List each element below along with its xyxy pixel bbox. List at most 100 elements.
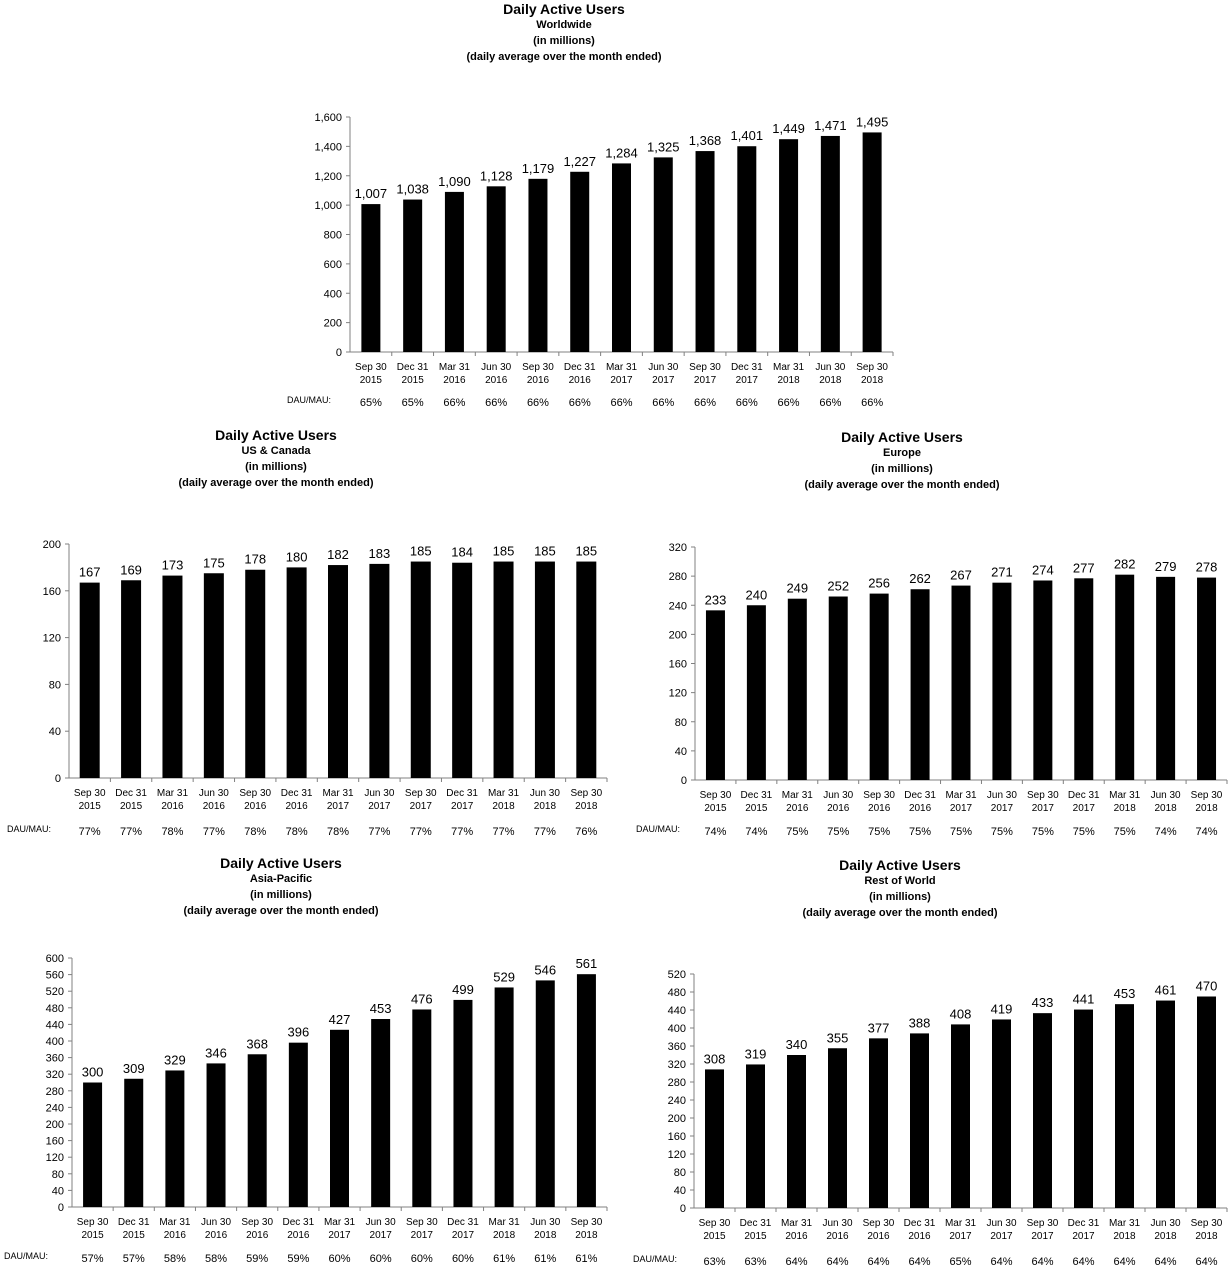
y-tick-label: 40 [675, 746, 687, 758]
x-tick-label-year: 2015 [402, 375, 425, 386]
dau-mau-ratio: 78% [286, 826, 308, 838]
x-tick-label-year: 2017 [652, 375, 675, 386]
x-tick-label: Sep 30 [74, 788, 106, 799]
x-tick-label: Dec 31 [564, 362, 596, 373]
x-tick-label-year: 2017 [1031, 1231, 1054, 1242]
x-tick-label-year: 2015 [744, 1231, 767, 1242]
dau-mau-ratio: 64% [1072, 1256, 1094, 1268]
y-tick-label: 280 [669, 571, 687, 583]
bar-value-label: 256 [868, 576, 890, 591]
y-tick-label: 160 [46, 1136, 64, 1148]
dau-mau-label: DAU/MAU: [7, 824, 51, 834]
bar-value-label: 308 [704, 1051, 726, 1066]
bar [1156, 576, 1176, 780]
y-tick-label: 160 [43, 586, 61, 598]
bar-value-label: 1,090 [438, 174, 471, 189]
y-tick-label: 320 [668, 1059, 686, 1071]
x-tick-label-year: 2018 [777, 375, 800, 386]
bar-value-label: 185 [575, 544, 597, 559]
bar [1197, 996, 1216, 1208]
bar [705, 610, 725, 780]
x-tick-label-year: 2018 [492, 801, 515, 812]
y-tick-label: 280 [668, 1077, 686, 1089]
bar-value-label: 277 [1073, 560, 1095, 575]
bar-value-label: 529 [493, 969, 515, 984]
x-tick-label: Dec 31 [1068, 1218, 1100, 1229]
x-tick-label-year: 2018 [534, 801, 557, 812]
bar-value-label: 1,038 [396, 182, 429, 197]
bar-value-label: 476 [411, 991, 433, 1006]
x-tick-label-year: 2017 [370, 1230, 393, 1241]
bar [820, 135, 840, 352]
x-tick-label: Dec 31 [447, 1217, 479, 1228]
bar [494, 987, 514, 1207]
x-tick-label: Sep 30 [1191, 1218, 1223, 1229]
bar [288, 1042, 308, 1207]
dau-mau-ratio: 64% [1195, 1256, 1217, 1268]
x-tick-label: Mar 31 [322, 788, 354, 799]
bar [992, 582, 1012, 780]
dau-mau-ratio: 64% [1154, 1256, 1176, 1268]
y-tick-label: 400 [324, 288, 342, 300]
bar-value-label: 185 [534, 544, 556, 559]
x-tick-label-year: 2015 [704, 803, 727, 814]
dau-mau-ratio: 64% [1113, 1256, 1135, 1268]
dau-mau-ratio: 65% [360, 397, 382, 409]
dau-mau-ratio: 64% [867, 1256, 889, 1268]
bar-value-label: 453 [370, 1001, 392, 1016]
bar [361, 204, 381, 352]
bar-value-label: 178 [244, 552, 266, 567]
dau-mau-ratio: 74% [704, 826, 726, 838]
bar [737, 146, 757, 352]
chart-2: Daily Active Users Europe (in millions) (da… [636, 429, 1228, 838]
y-tick-label: 40 [49, 726, 61, 738]
x-tick-label-year: 2017 [328, 1230, 351, 1241]
bar-value-label: 546 [534, 962, 556, 977]
y-tick-label: 600 [46, 953, 64, 965]
dau-mau-ratio: 66% [485, 397, 507, 409]
x-tick-label: Dec 31 [731, 362, 763, 373]
x-tick-label-year: 2018 [1113, 1231, 1136, 1242]
bar [828, 1048, 847, 1208]
x-tick-label-year: 2018 [575, 801, 598, 812]
dau-mau-ratio: 66% [778, 397, 800, 409]
dau-mau-ratio: 74% [745, 826, 767, 838]
x-tick-label: Jun 30 [987, 790, 1017, 801]
bar-value-label: 267 [950, 568, 972, 583]
y-tick-label: 1,400 [314, 141, 342, 153]
dau-mau-ratio: 63% [744, 1256, 766, 1268]
x-tick-label: Jun 30 [1151, 790, 1181, 801]
bar [576, 974, 596, 1207]
y-tick-label: 240 [669, 600, 687, 612]
x-tick-label-year: 2016 [285, 801, 308, 812]
x-tick-label-year: 2016 [826, 1231, 849, 1242]
chart-subtitle-line: US & Canada [241, 445, 311, 457]
x-tick-label: Mar 31 [157, 788, 189, 799]
x-tick-label: Mar 31 [773, 362, 805, 373]
x-tick-label-year: 2016 [785, 1231, 808, 1242]
y-tick-label: 400 [46, 1036, 64, 1048]
dau-mau-ratio: 66% [443, 397, 465, 409]
dau-mau-ratio: 57% [82, 1253, 104, 1265]
bar [869, 1038, 888, 1208]
bar-value-label: 271 [991, 565, 1013, 580]
dau-mau-ratio: 59% [246, 1253, 268, 1265]
bar [705, 1069, 724, 1208]
bar [787, 1055, 806, 1208]
dau-mau-ratio: 57% [123, 1253, 145, 1265]
x-tick-label-year: 2016 [527, 375, 550, 386]
bar [1033, 580, 1053, 780]
bar-value-label: 185 [410, 544, 432, 559]
y-tick-label: 80 [675, 717, 687, 729]
x-tick-label: Sep 30 [863, 1218, 895, 1229]
bar-value-label: 184 [451, 545, 473, 560]
dau-mau-ratio: 58% [164, 1253, 186, 1265]
y-tick-label: 0 [336, 347, 342, 359]
x-tick-label-year: 2017 [990, 1231, 1013, 1242]
x-tick-label-year: 2016 [786, 803, 809, 814]
y-tick-label: 80 [52, 1169, 64, 1181]
y-tick-label: 400 [668, 1023, 686, 1035]
x-tick-label: Dec 31 [741, 790, 773, 801]
y-tick-label: 120 [43, 633, 61, 645]
